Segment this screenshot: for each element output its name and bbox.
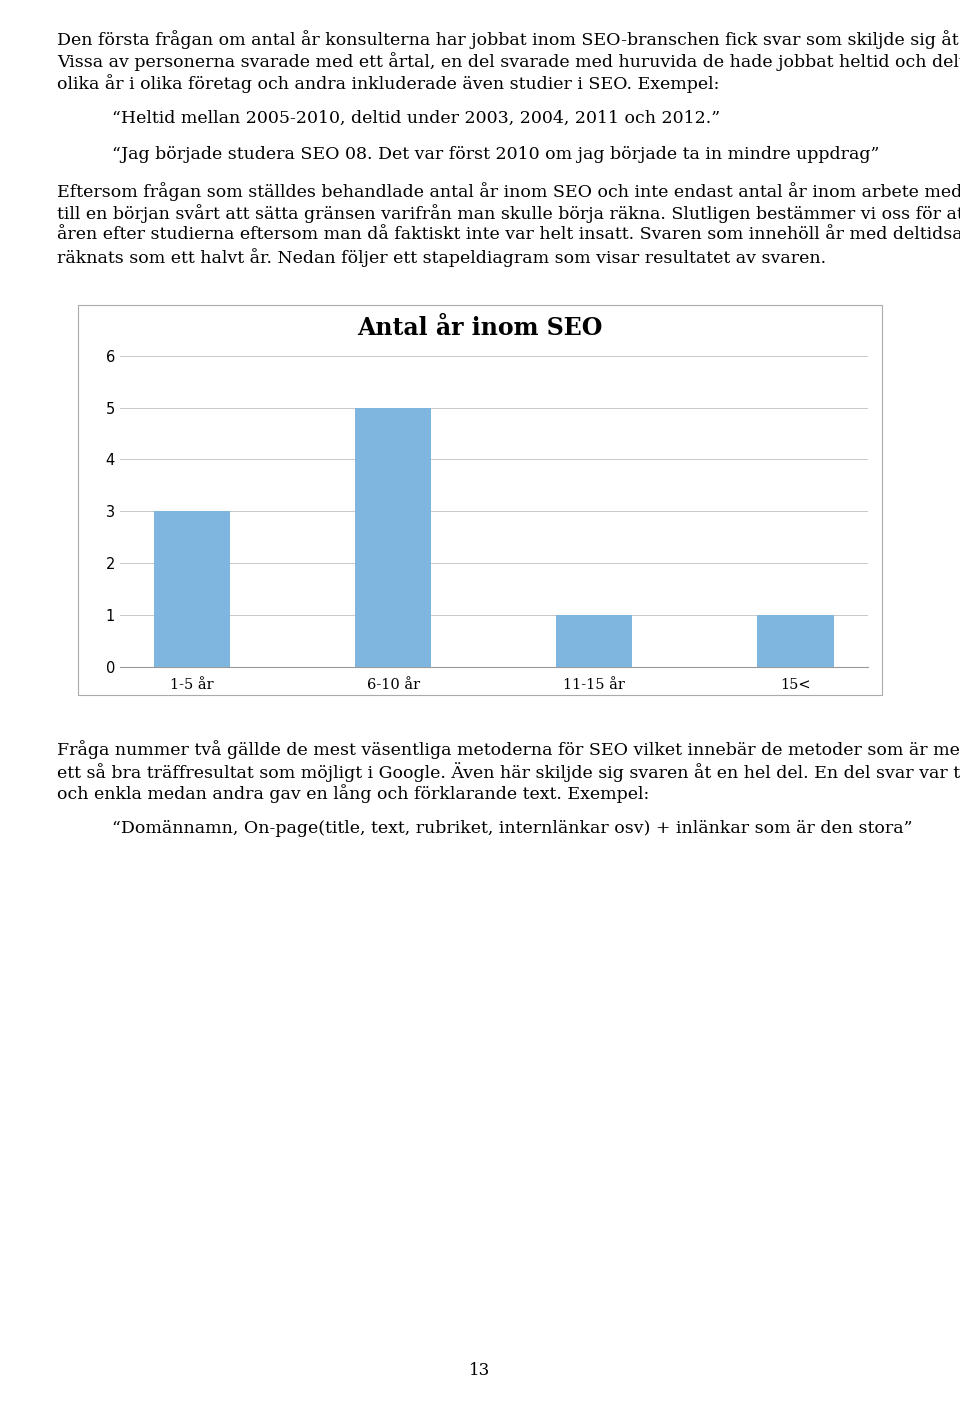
Bar xyxy=(154,511,230,667)
Text: och enkla medan andra gav en lång och förklarande text. Exempel:: och enkla medan andra gav en lång och fö… xyxy=(57,785,649,803)
Text: 13: 13 xyxy=(469,1362,491,1379)
Bar xyxy=(78,305,882,695)
Text: räknats som ett halvt år. Nedan följer ett stapeldiagram som visar resultatet av: räknats som ett halvt år. Nedan följer e… xyxy=(57,248,827,268)
Text: “Jag började studera SEO 08. Det var först 2010 om jag började ta in mindre uppd: “Jag började studera SEO 08. Det var för… xyxy=(112,146,879,163)
Text: “Heltid mellan 2005-2010, deltid under 2003, 2004, 2011 och 2012.”: “Heltid mellan 2005-2010, deltid under 2… xyxy=(112,111,720,127)
Text: Eftersom frågan som ställdes behandlade antal år inom SEO och inte endast antal : Eftersom frågan som ställdes behandlade … xyxy=(57,182,960,200)
Text: till en början svårt att sätta gränsen varifrån man skulle börja räkna. Slutlige: till en början svårt att sätta gränsen v… xyxy=(57,205,960,223)
Text: olika år i olika företag och andra inkluderade även studier i SEO. Exempel:: olika år i olika företag och andra inklu… xyxy=(57,74,719,92)
Bar xyxy=(556,615,633,667)
Bar xyxy=(355,408,431,667)
Text: Den första frågan om antal år konsulterna har jobbat inom SEO-branschen fick sva: Den första frågan om antal år konsultern… xyxy=(57,29,960,49)
Text: åren efter studierna eftersom man då faktiskt inte var helt insatt. Svaren som i: åren efter studierna eftersom man då fak… xyxy=(57,226,960,242)
Text: Fråga nummer två gällde de mest väsentliga metoderna för SEO vilket innebär de m: Fråga nummer två gällde de mest väsentli… xyxy=(57,740,960,759)
Text: Antal år inom SEO: Antal år inom SEO xyxy=(357,315,603,340)
Bar xyxy=(757,615,833,667)
Text: ett så bra träffresultat som möjligt i Google. Även här skiljde sig svaren åt en: ett så bra träffresultat som möjligt i G… xyxy=(57,762,960,782)
Text: Vissa av personerna svarade med ett årtal, en del svarade med huruvida de hade j: Vissa av personerna svarade med ett årta… xyxy=(57,52,960,71)
Text: “Domännamn, On-page(title, text, rubriket, internlänkar osv) + inlänkar som är d: “Domännamn, On-page(title, text, rubrike… xyxy=(112,820,913,836)
